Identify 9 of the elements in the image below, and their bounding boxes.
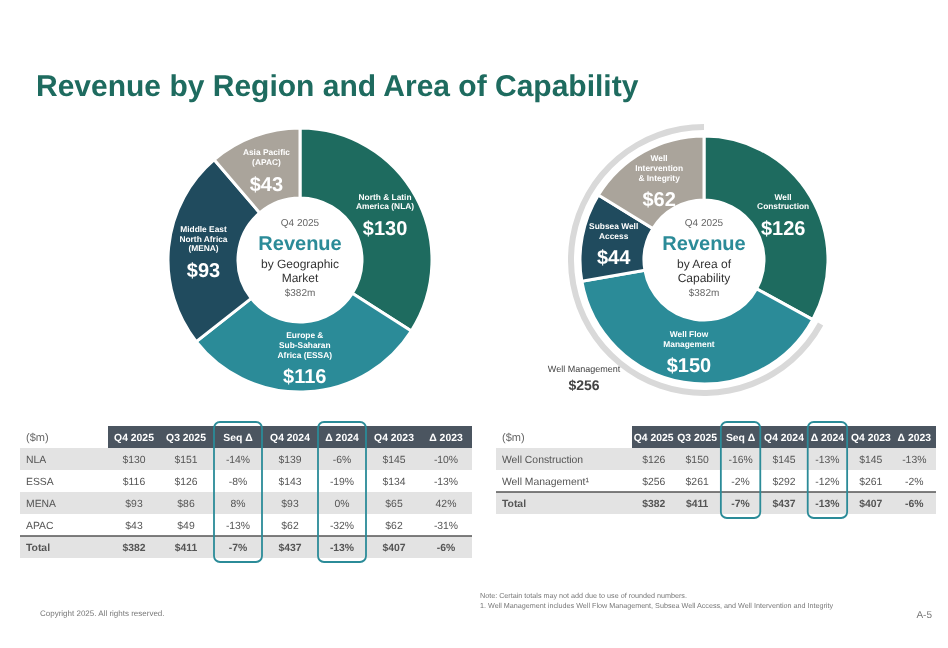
data-label: $43 [249, 174, 284, 197]
data-label: $130 [362, 218, 409, 241]
data-label: $126 [760, 218, 807, 241]
data-label: $44 [596, 248, 632, 271]
data-label: $62 [642, 190, 677, 213]
data-label: $93 [186, 260, 222, 283]
text: Revenue by Region and Area of Capability [36, 70, 640, 104]
data-label: $116 [283, 367, 328, 390]
data-label: $150 [666, 356, 713, 379]
